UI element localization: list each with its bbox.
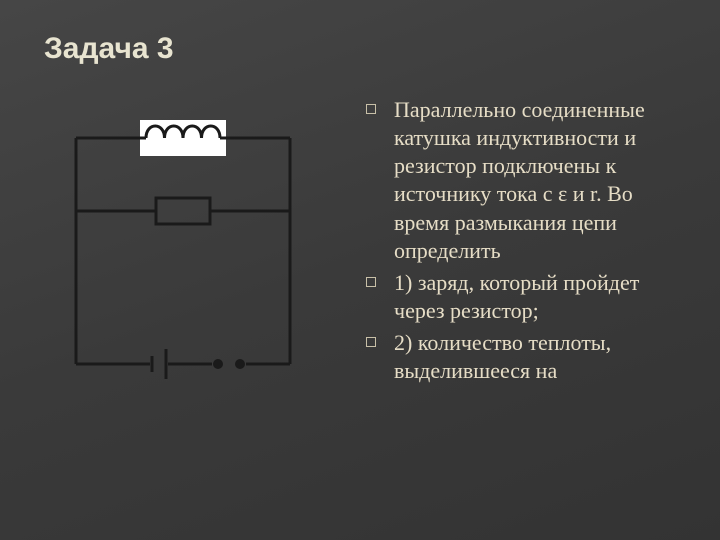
bullet-text: 2) количество теплоты, выделившееся на (394, 329, 690, 385)
bullet-list: Параллельно соединенные катушка индуктив… (366, 96, 690, 390)
bullet-text: 1) заряд, который пройдет через резистор… (394, 269, 690, 325)
bullet-icon (366, 104, 376, 114)
bullet-icon (366, 337, 376, 347)
list-item: 1) заряд, который пройдет через резистор… (366, 269, 690, 325)
bullet-icon (366, 277, 376, 287)
list-item: 2) количество теплоты, выделившееся на (366, 329, 690, 385)
slide-title: Задача 3 (44, 32, 174, 66)
bullet-text: Параллельно соединенные катушка индуктив… (394, 96, 690, 265)
circuit-diagram (62, 92, 304, 382)
list-item: Параллельно соединенные катушка индуктив… (366, 96, 690, 265)
